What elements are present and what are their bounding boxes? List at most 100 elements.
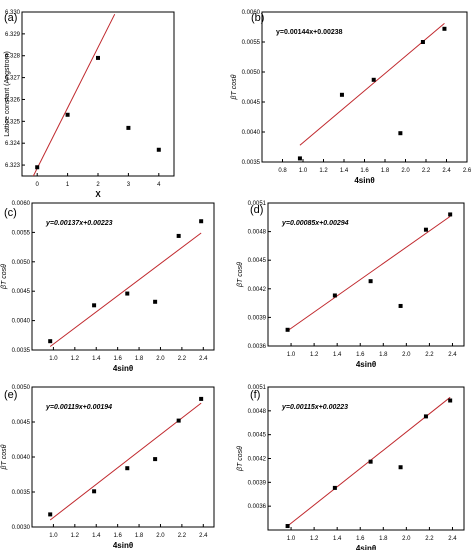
data-point (398, 465, 403, 470)
x-tick-label: 1.8 (135, 356, 144, 362)
data-point (48, 512, 53, 517)
x-tick-label: 2.4 (442, 168, 451, 174)
y-tick-label: 0.0042 (248, 457, 267, 463)
fit-equation: y=0.00119x+0.00194 (45, 404, 112, 411)
x-tick-label: 1.6 (356, 536, 365, 542)
data-point (423, 227, 428, 232)
y-tick-label: 0.0045 (242, 100, 261, 106)
data-point (65, 112, 70, 117)
x-tick-label: 1.4 (333, 352, 342, 358)
x-tick-label: 1.6 (113, 356, 122, 362)
x-tick-label: 2.6 (463, 168, 472, 174)
x-tick-label: 2.2 (425, 536, 434, 542)
x-tick-label: 2.2 (178, 533, 187, 539)
x-tick-label: 1.8 (379, 352, 388, 358)
y-tick-label: 0.0039 (248, 315, 267, 321)
data-point (285, 524, 290, 529)
x-tick-label: 1.2 (310, 536, 319, 542)
x-tick-label: 2.0 (402, 536, 411, 542)
plot-frame (21, 11, 175, 177)
x-axis-label: 4sinθ (356, 360, 376, 369)
data-point (420, 40, 425, 44)
data-point (92, 303, 97, 308)
chart-panel: (d) 1.0 1.2 1.4 1.6 1.8 2.0 2.2 2.4 0.0036 0.0039 0… (237, 201, 465, 369)
y-tick-label: 0.0036 (248, 344, 267, 350)
x-tick-label: 4 (157, 182, 161, 188)
data-point (125, 466, 130, 471)
x-tick-label: 1.0 (49, 356, 58, 362)
data-point (153, 457, 158, 462)
y-tick-label: 0.0050 (12, 385, 31, 391)
fit-line (287, 215, 451, 332)
x-tick-label: 1.2 (71, 533, 80, 539)
chart-panel: (a) 0 1 2 3 4 6.323 6.324 6.325 6.326 6.327 6.328 6.… (4, 10, 175, 199)
x-tick-label: 1.2 (71, 356, 80, 362)
fit-equation: y=0.00144x+0.00238 (276, 29, 343, 36)
plot-frame (31, 202, 215, 351)
y-tick-label: 0.0051 (248, 385, 267, 391)
y-tick-label: 0.0060 (242, 10, 261, 16)
data-point (176, 418, 181, 423)
x-tick-label: 1.2 (310, 352, 319, 358)
y-tick-label: 6.329 (5, 32, 21, 38)
x-axis-label: 4sinθ (356, 544, 376, 550)
x-tick-label: 2.0 (156, 533, 165, 539)
data-point (125, 291, 130, 296)
y-tick-label: 6.325 (5, 119, 21, 125)
y-tick-label: 0.0039 (248, 480, 267, 486)
data-point (153, 299, 158, 304)
x-tick-label: 1.4 (333, 536, 342, 542)
y-tick-label: 0.0042 (248, 287, 267, 293)
fit-equation: y=0.00137x+0.00223 (45, 220, 113, 227)
fit-line (32, 13, 116, 176)
x-tick-label: 2.0 (401, 168, 410, 174)
y-axis-label: βT cosθ (237, 262, 244, 288)
data-point (442, 26, 447, 31)
y-tick-label: 0.0045 (248, 258, 267, 264)
y-tick-label: 0.0045 (248, 433, 267, 439)
y-tick-label: 0.0060 (12, 201, 31, 207)
y-tick-label: 0.0045 (12, 420, 31, 426)
x-tick-label: 0 (36, 182, 40, 188)
y-axis-label: βT cosθ (237, 446, 244, 472)
x-tick-label: 1.8 (381, 168, 390, 174)
plot-frame (267, 202, 465, 347)
x-axis-label: 4sinθ (354, 176, 374, 185)
x-tick-label: 0.8 (278, 168, 287, 174)
data-point (176, 233, 181, 238)
x-tick-label: 1.4 (92, 533, 101, 539)
data-point (92, 489, 97, 494)
x-tick-label: 1.6 (356, 352, 365, 358)
x-tick-label: 1.0 (287, 352, 296, 358)
data-point (297, 156, 302, 161)
data-point (332, 485, 337, 490)
y-tick-label: 0.0030 (12, 525, 31, 531)
y-tick-label: 0.0050 (12, 260, 31, 266)
y-tick-label: 0.0040 (242, 130, 261, 136)
x-tick-label: 1.2 (319, 168, 328, 174)
y-tick-label: 0.0040 (12, 319, 31, 325)
y-tick-label: 0.0048 (248, 230, 267, 236)
x-tick-label: 2.2 (178, 356, 187, 362)
fit-line (299, 23, 445, 146)
panel-label: (a) (4, 12, 17, 24)
data-point (48, 339, 53, 344)
y-axis-label: βT cosθ (231, 74, 238, 100)
x-tick-label: 2.2 (425, 352, 434, 358)
y-tick-label: 0.0035 (12, 490, 31, 496)
data-point (423, 414, 428, 419)
data-point (199, 219, 204, 224)
x-tick-label: 1.0 (287, 536, 296, 542)
x-tick-label: 1.6 (113, 533, 122, 539)
y-tick-label: 0.0045 (12, 289, 31, 295)
y-tick-label: 6.323 (5, 163, 21, 169)
chart-panel: (b) 0.8 1.0 1.2 1.4 1.6 1.8 2.0 2.2 2.4 2.6 0.0035 0… (231, 10, 472, 185)
x-tick-label: 1.6 (360, 168, 369, 174)
x-tick-label: 3 (127, 182, 131, 188)
data-point (398, 131, 403, 136)
x-axis-label: X (95, 190, 101, 199)
x-tick-label: 2.4 (199, 533, 208, 539)
y-tick-label: 0.0051 (248, 201, 267, 207)
data-point (332, 293, 337, 298)
